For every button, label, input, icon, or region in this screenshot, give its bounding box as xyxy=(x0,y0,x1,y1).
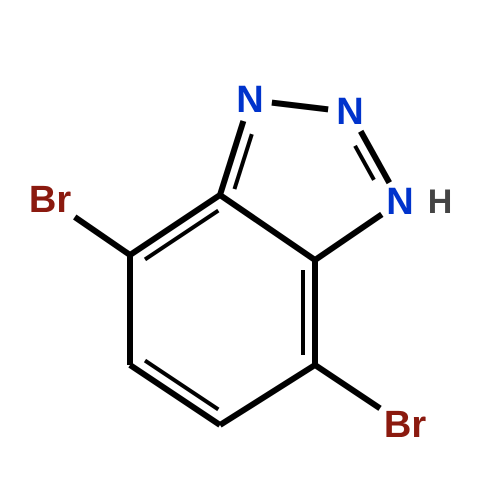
bond xyxy=(130,365,220,425)
atom-label-n: N xyxy=(336,91,363,133)
bond xyxy=(361,131,390,183)
bond xyxy=(272,103,328,110)
bond xyxy=(315,365,380,408)
bond xyxy=(315,214,382,260)
atom-label-br: Br xyxy=(29,179,71,221)
bond xyxy=(130,195,220,255)
atom-label-br: Br xyxy=(384,404,426,446)
bonds-group xyxy=(75,103,390,425)
bond xyxy=(220,121,243,195)
bond xyxy=(220,195,315,260)
bond xyxy=(75,217,130,255)
atom-label-n: N xyxy=(386,181,413,223)
bond xyxy=(220,365,315,425)
atom-label-h: H xyxy=(428,183,453,221)
molecule-diagram: NNNHBrBr xyxy=(0,0,500,500)
atom-label-n: N xyxy=(236,79,263,121)
